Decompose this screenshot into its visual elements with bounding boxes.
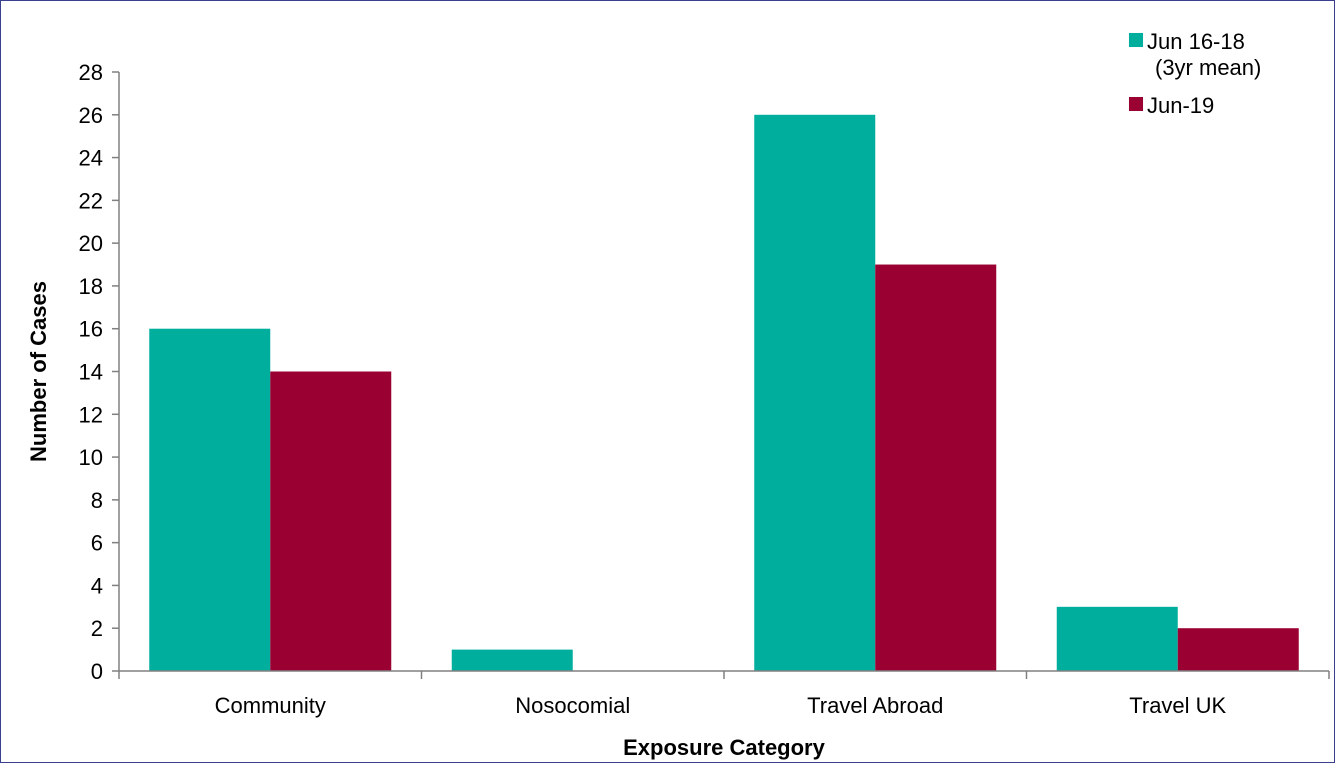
bar-community-jun-16-18-3yr-mean xyxy=(149,328,271,671)
y-tick-label: 14 xyxy=(79,360,103,385)
y-axis-title: Number of Cases xyxy=(26,281,51,462)
y-tick-label: 20 xyxy=(79,231,103,256)
bar-travel-uk-jun-19 xyxy=(1177,628,1299,671)
y-tick-label: 28 xyxy=(79,60,103,85)
bar-travel-abroad-jun-19 xyxy=(875,264,997,671)
y-tick-label: 12 xyxy=(79,402,103,427)
x-tick-label-nosocomial: Nosocomial xyxy=(515,693,630,718)
bar-nosocomial-jun-16-18-3yr-mean xyxy=(451,649,573,671)
y-tick-label: 18 xyxy=(79,274,103,299)
y-tick-label: 24 xyxy=(79,146,103,171)
y-tick-label: 8 xyxy=(91,488,103,513)
legend-label-jun-16-18-3yr-mean: Jun 16-18 (3yr mean) xyxy=(1147,29,1261,80)
y-tick-label: 2 xyxy=(91,616,103,641)
bars-layer xyxy=(149,114,1299,672)
legend-label-jun-19: Jun-19 xyxy=(1147,93,1214,118)
y-tick-label: 4 xyxy=(91,573,103,598)
legend: Jun 16-18 (3yr mean) Jun-19 xyxy=(1129,29,1261,118)
legend-swatch-jun-19 xyxy=(1129,97,1143,111)
y-tick-label: 10 xyxy=(79,445,103,470)
x-ticks: Community Nosocomial Travel Abroad Travel U… xyxy=(118,671,1330,718)
y-tick-label: 0 xyxy=(91,659,103,684)
y-tick-label: 22 xyxy=(79,188,103,213)
bar-travel-abroad-jun-16-18-3yr-mean xyxy=(754,114,876,672)
y-tick-label: 16 xyxy=(79,317,103,342)
x-tick-label-travel-abroad: Travel Abroad xyxy=(807,693,943,718)
legend-swatch-jun-16-18-3yr-mean xyxy=(1129,33,1143,47)
x-axis-title: Exposure Category xyxy=(623,735,825,760)
y-tick-label: 26 xyxy=(79,103,103,128)
y-tick-label: 6 xyxy=(91,531,103,556)
bar-community-jun-19 xyxy=(270,371,392,671)
x-tick-label-travel-uk: Travel UK xyxy=(1129,693,1226,718)
bar-travel-uk-jun-16-18-3yr-mean xyxy=(1056,606,1178,671)
x-tick-label-community: Community xyxy=(215,693,326,718)
